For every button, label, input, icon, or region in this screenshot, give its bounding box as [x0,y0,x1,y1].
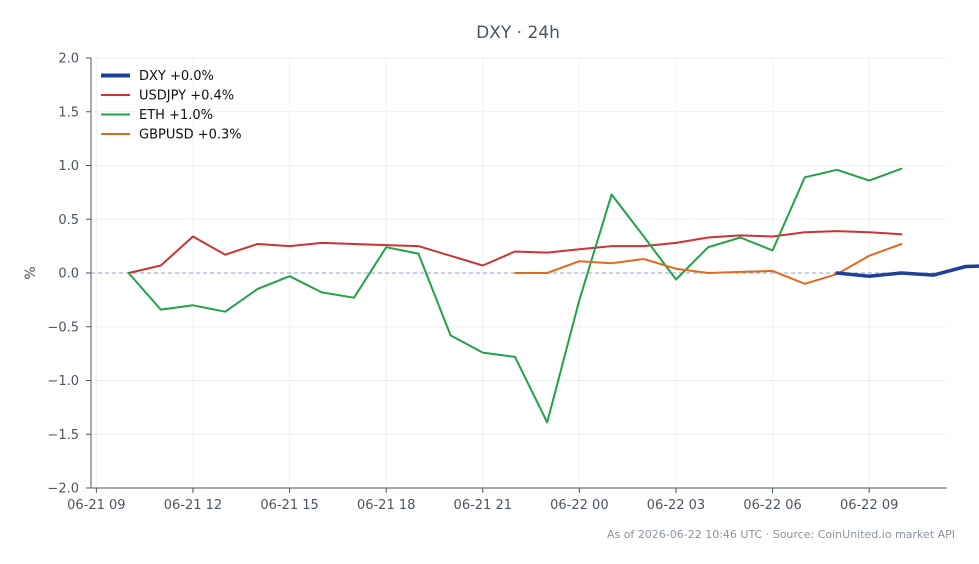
y-tick-label: 1.0 [58,159,79,174]
x-axis-ticks: 06-21 09 06-21 12 06-21 15 06-21 18 06-21 21… [67,488,898,513]
series-line-usdjpy [127,230,903,274]
y-tick-label: −1.5 [47,428,79,443]
y-tick-label: 2.0 [58,52,79,67]
y-tick-label: −1.0 [47,374,79,389]
legend-item-dxy: DXY +0.0% [101,69,214,84]
x-tick-label: 06-22 03 [647,498,705,513]
legend: DXY +0.0% USDJPY +0.4% ETH +1.0% GBPUSD +0.… [101,69,242,143]
x-tick-label: 06-22 06 [743,498,801,513]
series-group [127,167,979,424]
x-tick-label: 06-21 21 [454,498,512,513]
y-tick-label: 0.0 [58,267,79,282]
legend-label: USDJPY +0.4% [139,89,234,104]
x-tick-label: 06-21 15 [260,498,318,513]
y-tick-label: −0.5 [47,320,79,335]
y-axis-ticks: 2.0 1.5 1.0 0.5 0.0 −0.5 −1.0 −1.5 −2.0 [47,52,91,497]
y-axis-label: % [23,266,39,279]
legend-item-eth: ETH +1.0% [101,108,213,123]
series-line-dxy [835,264,979,278]
x-tick-label: 06-21 09 [67,498,125,513]
legend-label: GBPUSD +0.3% [139,128,242,143]
x-tick-label: 06-22 00 [550,498,608,513]
footer-source-note: As of 2026-06-22 10:46 UTC · Source: Coi… [607,528,955,541]
y-tick-label: 0.5 [58,213,79,228]
y-tick-label: 1.5 [58,105,79,120]
legend-label: DXY +0.0% [139,69,214,84]
legend-item-usdjpy: USDJPY +0.4% [101,89,234,104]
x-tick-label: 06-22 09 [840,498,898,513]
chart-title: DXY · 24h [476,23,560,43]
legend-item-gbpusd: GBPUSD +0.3% [101,128,242,143]
y-tick-label: −2.0 [47,482,79,497]
legend-label: ETH +1.0% [139,108,213,123]
x-tick-label: 06-21 18 [357,498,415,513]
series-line-eth [127,167,903,424]
x-tick-label: 06-21 12 [164,498,222,513]
